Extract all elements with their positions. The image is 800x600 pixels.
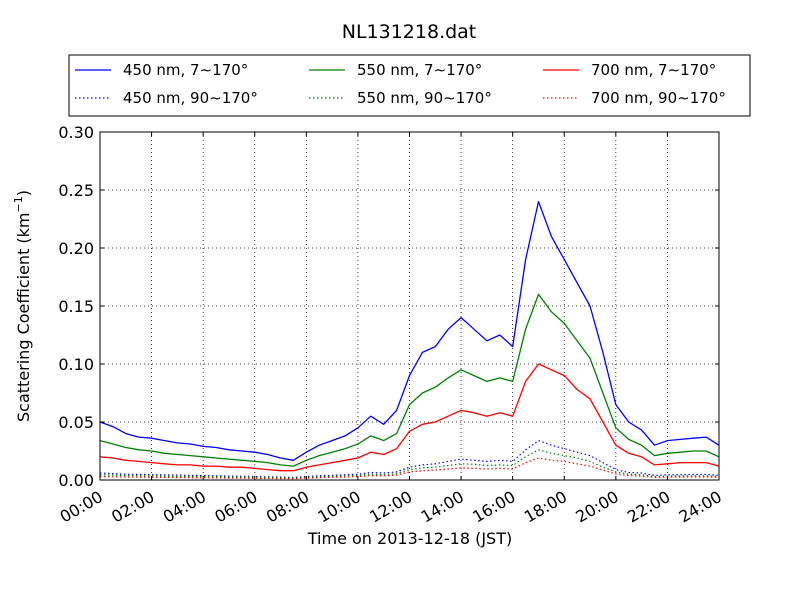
x-tick-label: 10:00 bbox=[314, 487, 363, 527]
y-tick-label: 0.00 bbox=[58, 471, 94, 490]
legend-label: 550 nm, 7∼170° bbox=[357, 61, 482, 79]
x-tick-label: 06:00 bbox=[211, 487, 260, 527]
y-tick-label: 0.25 bbox=[58, 181, 94, 200]
legend-label: 450 nm, 90∼170° bbox=[123, 89, 258, 107]
chart-title: NL131218.dat bbox=[342, 21, 477, 43]
y-tick-label: 0.05 bbox=[58, 413, 94, 432]
y-tick-label: 0.30 bbox=[58, 123, 94, 142]
legend-label: 700 nm, 7∼170° bbox=[591, 61, 716, 79]
legend-frame bbox=[68, 54, 751, 117]
y-axis-label-close: ) bbox=[14, 190, 33, 196]
x-axis-label: Time on 2013-12-18 (JST) bbox=[307, 529, 512, 548]
y-axis-label-main: Scattering Coefficient (km bbox=[14, 212, 33, 422]
series-line bbox=[99, 200, 720, 461]
x-tick-label: 20:00 bbox=[572, 487, 621, 527]
x-tick-label: 22:00 bbox=[624, 487, 673, 527]
series-layer bbox=[99, 200, 720, 480]
legend bbox=[68, 54, 751, 117]
y-tick-label: 0.20 bbox=[58, 239, 94, 258]
x-tick-label: 24:00 bbox=[676, 487, 725, 527]
x-tick-label: 02:00 bbox=[108, 487, 157, 527]
series-line bbox=[99, 440, 720, 478]
series-line bbox=[99, 457, 720, 480]
legend-label: 450 nm, 7∼170° bbox=[123, 61, 248, 79]
x-tick-label: 16:00 bbox=[469, 487, 518, 527]
legend-label: 700 nm, 90∼170° bbox=[591, 89, 726, 107]
y-axis-label-superscript: −1 bbox=[12, 196, 25, 212]
series-line bbox=[99, 293, 720, 467]
x-tick-label: 00:00 bbox=[57, 487, 106, 527]
x-tick-label: 14:00 bbox=[418, 487, 467, 527]
series-line bbox=[99, 363, 720, 472]
y-tick-label: 0.15 bbox=[58, 297, 94, 316]
x-tick-label: 12:00 bbox=[366, 487, 415, 527]
gridlines bbox=[100, 132, 719, 480]
series-line bbox=[99, 449, 720, 479]
x-tick-label: 08:00 bbox=[263, 487, 312, 527]
ticks: 00:00 02:00 04:00 06:00 08:00 10:00 12:00 14:00… bbox=[57, 123, 725, 527]
y-tick-label: 0.10 bbox=[58, 355, 94, 374]
x-tick-label: 18:00 bbox=[521, 487, 570, 527]
y-axis-label: Scattering Coefficient (km−1) bbox=[12, 190, 33, 422]
x-tick-label: 04:00 bbox=[160, 487, 209, 527]
legend-label: 550 nm, 90∼170° bbox=[357, 89, 492, 107]
